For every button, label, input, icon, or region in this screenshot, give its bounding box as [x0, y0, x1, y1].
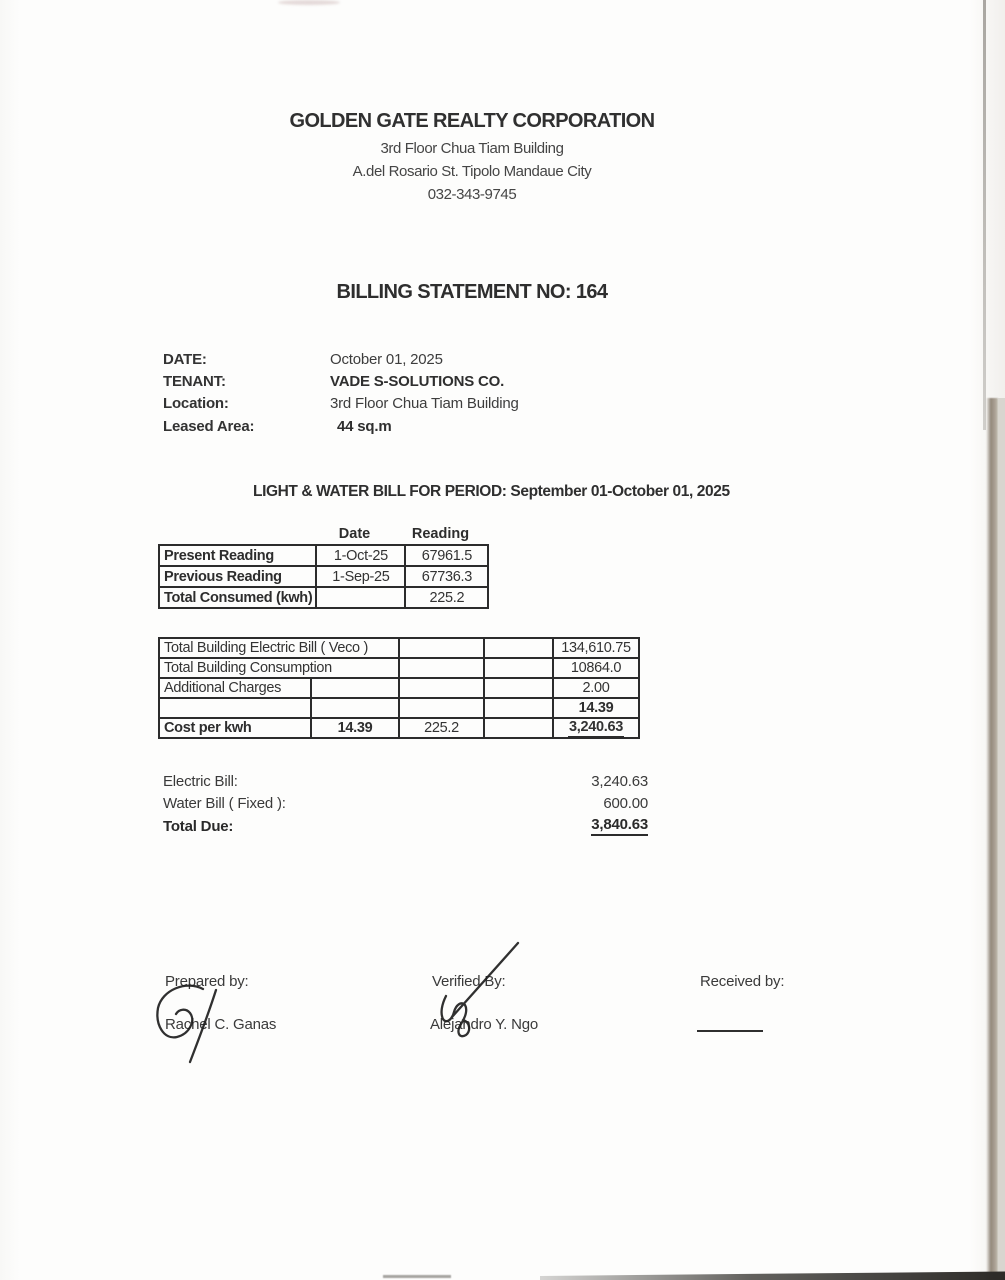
empty-cell — [483, 677, 554, 699]
total-consumed-date — [315, 586, 407, 609]
empty-cell — [398, 637, 485, 659]
summary-row-electric: Electric Bill: 3,240.63 — [163, 770, 648, 793]
readings-col-reading: Reading — [411, 526, 470, 542]
date-value: October 01, 2025 — [330, 350, 443, 368]
electric-bill-value: 3,240.63 — [591, 772, 648, 790]
readings-table-header: Date Reading — [158, 526, 482, 543]
info-row-date: DATE: October 01, 2025 — [163, 348, 683, 370]
summary-row-water: Water Bill ( Fixed ): 600.00 — [163, 793, 648, 816]
tenant-value: VADE S-SOLUTIONS CO. — [330, 372, 505, 390]
scan-shadow-bottom-bar — [540, 1271, 1005, 1280]
present-reading-date: 1-Oct-25 — [315, 544, 407, 567]
paper-edge-line — [983, 0, 986, 430]
additional-charges-label: Additional Charges — [158, 677, 312, 699]
empty-cell — [483, 697, 554, 719]
received-by-label: Received by: — [700, 973, 785, 990]
table-row: Total Consumed (kwh) 225.2 — [157, 586, 490, 609]
charges-table: Total Building Electric Bill ( Veco ) 13… — [158, 637, 640, 739]
top-edge-smudge-mark — [278, 0, 340, 5]
present-reading-value: 67961.5 — [404, 544, 490, 567]
additional-charges-value: 2.00 — [552, 677, 640, 699]
empty-cell — [398, 697, 485, 719]
table-row: Previous Reading 1-Sep-25 67736.3 — [157, 565, 490, 588]
company-header: GOLDEN GATE REALTY CORPORATION 3rd Floor… — [0, 110, 944, 206]
scan-edge-right-band — [986, 398, 998, 1280]
verified-by-label: Verified By: — [432, 973, 506, 990]
total-due-value: 3,840.63 — [591, 816, 648, 837]
empty-cell — [483, 637, 554, 659]
company-address-line1: 3rd Floor Chua Tiam Building — [380, 140, 564, 157]
statement-title: BILLING STATEMENT NO: 164 — [336, 281, 609, 303]
empty-cell — [483, 657, 554, 679]
info-row-leased-area: Leased Area: 44 sq.m — [163, 415, 683, 437]
present-reading-label: Present Reading — [157, 544, 318, 567]
total-due-label: Total Due: — [163, 817, 234, 835]
cost-per-kwh-rate: 14.39 — [310, 717, 400, 739]
tenant-info-block: DATE: October 01, 2025 TENANT: VADE S-SO… — [163, 348, 683, 437]
readings-table: Present Reading 1-Oct-25 67961.5 Previou… — [157, 544, 490, 609]
readings-col-date: Date — [338, 526, 371, 542]
bill-summary: Electric Bill: 3,240.63 Water Bill ( Fix… — [163, 770, 648, 838]
previous-reading-label: Previous Reading — [157, 565, 318, 588]
electric-total-underlined: 3,240.63 — [568, 719, 624, 735]
table-row: Cost per kwh 14.39 225.2 3,240.63 — [158, 717, 640, 739]
previous-reading-value: 67736.3 — [404, 565, 490, 588]
building-consumption-value: 10864.0 — [552, 657, 640, 679]
info-row-tenant: TENANT: VADE S-SOLUTIONS CO. — [163, 370, 683, 392]
empty-cell — [310, 677, 400, 699]
total-consumed-label: Total Consumed (kwh) — [157, 586, 318, 609]
leased-area-label: Leased Area: — [163, 417, 255, 435]
scan-shadow-bottom-dash — [383, 1275, 451, 1278]
tenant-label: TENANT: — [163, 372, 226, 390]
cost-per-kwh-label: Cost per kwh — [158, 717, 312, 739]
total-consumed-value: 225.2 — [404, 586, 490, 609]
leased-area-value: 44 sq.m — [337, 417, 392, 435]
previous-reading-date: 1-Sep-25 — [315, 565, 407, 588]
summary-row-total: Total Due: 3,840.63 — [163, 815, 648, 838]
billing-period-title: LIGHT & WATER BILL FOR PERIOD: September… — [253, 483, 730, 500]
table-row: Additional Charges 2.00 — [158, 677, 640, 699]
rate-value: 14.39 — [552, 697, 640, 719]
company-address-line2: A.del Rosario St. Tipolo Mandaue City — [352, 163, 592, 180]
scan-edge-right-light — [998, 398, 1005, 1280]
cost-per-kwh-consumption: 225.2 — [398, 717, 485, 739]
location-value: 3rd Floor Chua Tiam Building — [330, 395, 519, 413]
verified-by-name: Alejandro Y. Ngo — [430, 1016, 538, 1033]
water-bill-label: Water Bill ( Fixed ): — [163, 795, 286, 813]
empty-cell — [310, 697, 400, 719]
empty-cell — [483, 717, 554, 739]
company-phone: 032-343-9745 — [427, 186, 517, 203]
empty-cell — [398, 677, 485, 699]
empty-label-cell — [158, 697, 312, 719]
table-row: 14.39 — [158, 697, 640, 719]
table-row: Total Building Consumption 10864.0 — [158, 657, 640, 679]
water-bill-value: 600.00 — [603, 795, 648, 813]
building-electric-bill-value: 134,610.75 — [552, 637, 640, 659]
table-row: Total Building Electric Bill ( Veco ) 13… — [158, 637, 640, 659]
empty-cell — [398, 657, 485, 679]
cost-per-kwh-total-cell: 3,240.63 — [552, 717, 640, 739]
info-row-location: Location: 3rd Floor Chua Tiam Building — [163, 393, 683, 415]
prepared-by-label: Prepared by: — [165, 973, 249, 990]
company-name: GOLDEN GATE REALTY CORPORATION — [289, 110, 656, 132]
electric-bill-label: Electric Bill: — [163, 772, 238, 790]
building-consumption-label: Total Building Consumption — [158, 657, 400, 679]
prepared-by-name: Rachel C. Ganas — [165, 1016, 277, 1033]
received-by-signature-line — [697, 1030, 763, 1032]
table-row: Present Reading 1-Oct-25 67961.5 — [157, 544, 490, 567]
date-label: DATE: — [163, 350, 207, 368]
building-electric-bill-label: Total Building Electric Bill ( Veco ) — [158, 637, 400, 659]
location-label: Location: — [163, 395, 229, 413]
